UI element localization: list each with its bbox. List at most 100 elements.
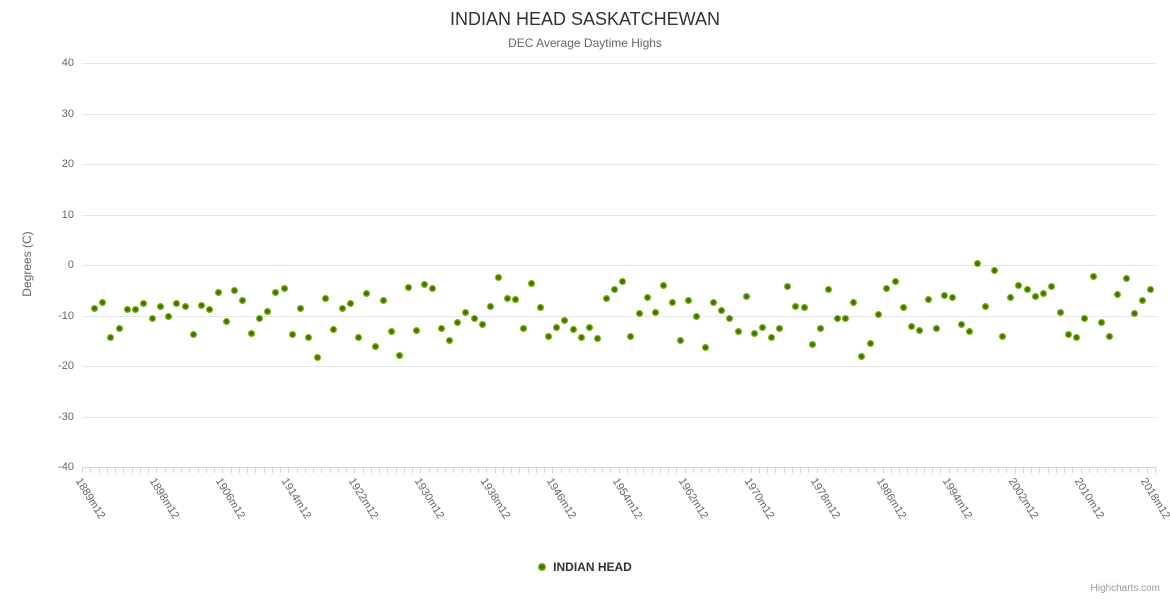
data-point[interactable] [899, 304, 907, 312]
data-point[interactable] [297, 305, 305, 313]
data-point[interactable] [808, 341, 816, 349]
data-point[interactable] [1139, 297, 1147, 305]
data-point[interactable] [957, 321, 965, 329]
data-point[interactable] [784, 282, 792, 290]
data-point[interactable] [1081, 315, 1089, 323]
data-point[interactable] [528, 279, 536, 287]
data-point[interactable] [619, 278, 627, 286]
data-point[interactable] [668, 298, 676, 306]
data-point[interactable] [123, 305, 131, 313]
data-point[interactable] [676, 337, 684, 345]
data-point[interactable] [503, 294, 511, 302]
data-point[interactable] [916, 327, 924, 335]
data-point[interactable] [214, 288, 222, 296]
data-point[interactable] [478, 320, 486, 328]
data-point[interactable] [181, 303, 189, 311]
data-point[interactable] [321, 295, 329, 303]
data-point[interactable] [363, 290, 371, 298]
data-point[interactable] [841, 315, 849, 323]
data-point[interactable] [742, 292, 750, 300]
data-point[interactable] [255, 314, 263, 322]
data-point[interactable] [652, 308, 660, 316]
data-point[interactable] [1023, 285, 1031, 293]
data-point[interactable] [355, 333, 362, 341]
data-point[interactable] [173, 300, 181, 308]
data-point[interactable] [602, 294, 610, 302]
data-point[interactable] [206, 305, 214, 313]
data-point[interactable] [222, 317, 230, 325]
data-point[interactable] [965, 327, 973, 335]
data-point[interactable] [685, 296, 693, 304]
data-point[interactable] [429, 285, 437, 293]
data-point[interactable] [635, 310, 643, 318]
data-point[interactable] [198, 301, 206, 309]
data-point[interactable] [330, 325, 338, 333]
data-point[interactable] [231, 287, 239, 295]
data-point[interactable] [866, 340, 874, 348]
data-point[interactable] [189, 331, 197, 339]
data-point[interactable] [982, 303, 990, 311]
data-point[interactable] [1040, 289, 1048, 297]
data-point[interactable] [586, 323, 594, 331]
data-point[interactable] [305, 333, 313, 341]
data-point[interactable] [627, 332, 635, 340]
data-point[interactable] [553, 323, 561, 331]
data-point[interactable] [858, 352, 866, 360]
data-point[interactable] [577, 333, 585, 341]
data-point[interactable] [454, 318, 462, 326]
data-point[interactable] [90, 304, 98, 312]
data-point[interactable] [140, 300, 148, 308]
data-point[interactable] [99, 298, 107, 306]
data-point[interactable] [767, 333, 775, 341]
data-point[interactable] [1007, 294, 1015, 302]
data-point[interactable] [1056, 308, 1064, 316]
data-point[interactable] [949, 294, 957, 302]
data-point[interactable] [1015, 282, 1023, 290]
data-point[interactable] [932, 324, 940, 332]
data-point[interactable] [288, 331, 296, 339]
data-point[interactable] [1048, 283, 1056, 291]
data-point[interactable] [313, 354, 321, 362]
data-point[interactable] [833, 315, 841, 323]
data-point[interactable] [1097, 318, 1105, 326]
data-point[interactable] [156, 303, 164, 311]
data-point[interactable] [990, 266, 998, 274]
data-point[interactable] [875, 310, 882, 318]
data-point[interactable] [107, 334, 115, 342]
data-point[interactable] [643, 294, 651, 302]
data-point[interactable] [148, 315, 156, 323]
data-point[interactable] [660, 281, 668, 289]
data-point[interactable] [718, 306, 726, 314]
data-point[interactable] [1114, 291, 1122, 299]
data-point[interactable] [701, 344, 709, 352]
data-point[interactable] [709, 298, 717, 306]
data-point[interactable] [1089, 272, 1097, 280]
data-point[interactable] [569, 325, 577, 333]
data-point[interactable] [850, 299, 858, 307]
data-point[interactable] [817, 324, 825, 332]
data-point[interactable] [726, 315, 734, 323]
data-point[interactable] [1130, 310, 1138, 318]
data-point[interactable] [1147, 286, 1155, 294]
data-point[interactable] [734, 327, 742, 335]
data-point[interactable] [495, 273, 503, 281]
data-point[interactable] [751, 329, 759, 337]
data-point[interactable] [280, 285, 288, 293]
data-point[interactable] [1073, 333, 1081, 341]
data-point[interactable] [470, 315, 478, 323]
data-point[interactable] [132, 306, 140, 314]
data-point[interactable] [272, 289, 280, 297]
data-point[interactable] [1064, 330, 1072, 338]
data-point[interactable] [610, 285, 618, 293]
data-point[interactable] [1122, 275, 1130, 283]
data-point[interactable] [561, 317, 569, 325]
data-point[interactable] [511, 296, 519, 304]
data-point[interactable] [924, 296, 932, 304]
data-point[interactable] [412, 326, 420, 334]
legend[interactable]: INDIAN HEAD [0, 560, 1170, 574]
data-point[interactable] [487, 302, 495, 310]
data-point[interactable] [371, 342, 379, 350]
data-point[interactable] [775, 325, 783, 333]
data-point[interactable] [338, 305, 346, 313]
data-point[interactable] [520, 324, 528, 332]
